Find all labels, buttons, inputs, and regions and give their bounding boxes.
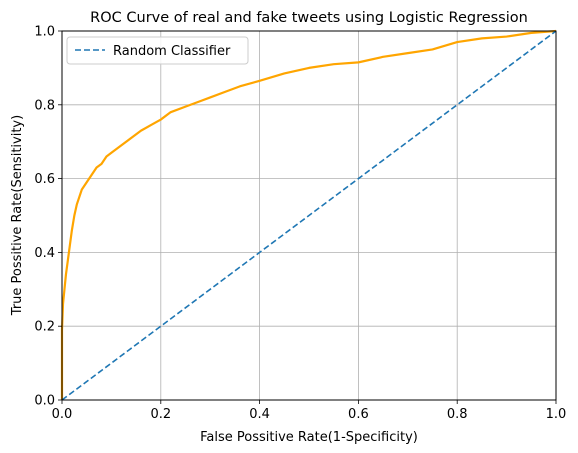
y-ticks: 0.0 0.2 0.4 0.6 0.8 1.0 [34, 25, 62, 409]
y-axis-label: True Possitive Rate(Sensitivity) [10, 115, 25, 316]
x-tick-label-1: 0.2 [150, 407, 171, 422]
x-tick-label-2: 0.4 [249, 407, 270, 422]
random-classifier-line [61, 30, 557, 401]
y-tick-label-2: 0.4 [34, 246, 55, 261]
x-tick-label-4: 0.8 [447, 407, 468, 422]
grid [62, 31, 556, 400]
roc-curve-line [60, 29, 557, 400]
y-tick-label-0: 0.0 [34, 394, 55, 409]
x-tick-label-0: 0.0 [52, 407, 73, 422]
legend: Random Classifier [66, 36, 249, 65]
y-tick-label-3: 0.6 [34, 172, 55, 187]
y-tick-label-1: 0.2 [34, 320, 55, 335]
legend-label-random-classifier: Random Classifier [113, 44, 231, 59]
series-layer [60, 29, 557, 401]
x-ticks: 0.0 0.2 0.4 0.6 0.8 1.0 [52, 400, 567, 422]
x-tick-label-5: 1.0 [546, 407, 567, 422]
plot-frame [61, 30, 557, 401]
y-tick-label-4: 0.8 [34, 98, 55, 113]
x-tick-label-3: 0.6 [348, 407, 369, 422]
x-axis-label: False Possitive Rate(1-Specificity) [200, 430, 418, 445]
chart-title: ROC Curve of real and fake tweets using … [90, 10, 528, 26]
legend-box [66, 36, 249, 65]
y-tick-label-5: 1.0 [34, 25, 55, 40]
